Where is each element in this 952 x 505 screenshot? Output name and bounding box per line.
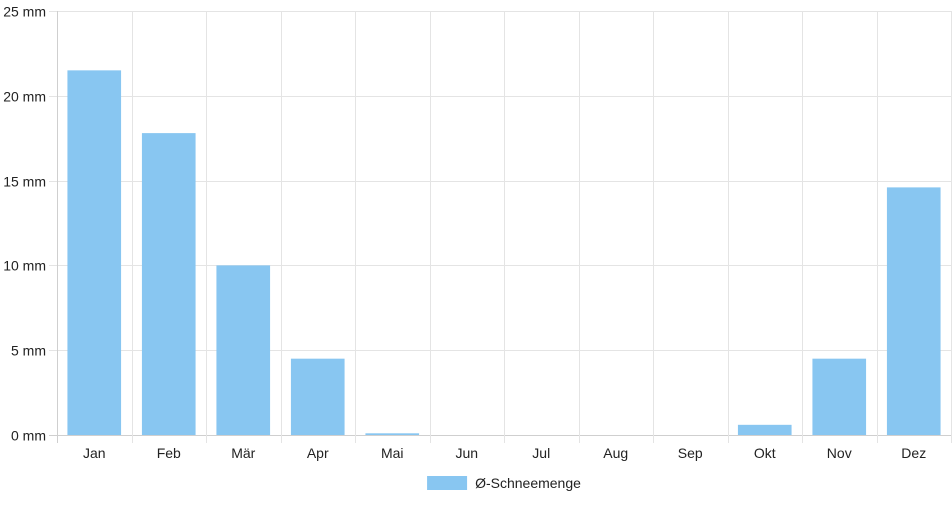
axis-layer: 0 mm 5 mm 10 mm 15 mm 20 mm 25 mm Jan Feb Mär Apr… [3,4,926,462]
y-tick-label: 15 mm [3,174,46,190]
bar-feb[interactable]: Feb: 17.8 mm [141,133,196,435]
x-tick-label: Jul [532,445,550,461]
x-tick-label: Nov [827,445,852,461]
y-tick-label: 25 mm [3,4,46,20]
legend-label[interactable]: Ø-Schneemenge [475,475,581,491]
bar-okt[interactable]: Okt: 0.6 mm [737,424,792,435]
x-tick-label: Dez [901,445,926,461]
x-tick-label: Apr [307,445,329,461]
x-tick-label: Jan [83,445,106,461]
bar-apr[interactable]: Apr: 4.5 mm [290,358,345,435]
x-tick-label: Sep [678,445,703,461]
y-tick-label: 5 mm [11,343,46,359]
x-tick-label: Okt [754,445,776,461]
x-tick-label: Jun [455,445,478,461]
y-tick-label: 20 mm [3,89,46,105]
x-tick-label: Mai [381,445,404,461]
y-tick-label: 0 mm [11,428,46,444]
bar-mai[interactable]: Mai: 0.1 mm [365,433,420,435]
x-tick-label: Aug [603,445,628,461]
legend-swatch[interactable] [427,476,468,490]
bar-dez[interactable]: Dez: 14.6 mm [886,187,941,435]
x-tick-label: Feb [157,445,181,461]
bar-jan[interactable]: Jan: 21.5 mm [67,70,122,436]
grid-layer [49,11,952,443]
x-tick-label: Mär [231,445,255,461]
y-tick-label: 10 mm [3,258,46,274]
bar-nov[interactable]: Nov: 4.5 mm [812,358,867,435]
bar-mär[interactable]: Mär: 10 mm [216,265,271,435]
bars-layer: Jan: 21.5 mm Feb: 17.8 mm Mär: 10 mm Apr: 4… [67,70,941,436]
legend[interactable]: Ø-Schneemenge [427,475,581,491]
